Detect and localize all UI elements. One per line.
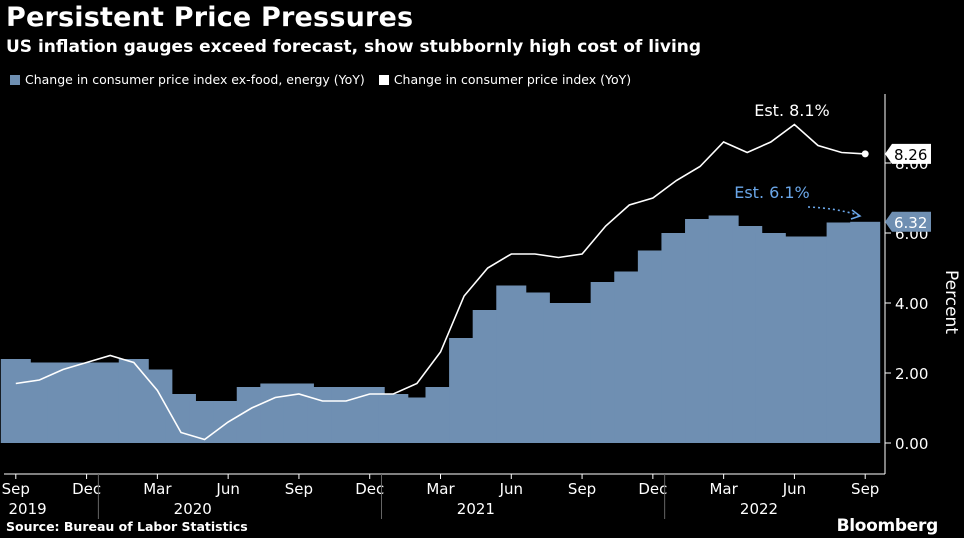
x-tick-label: Dec: [355, 480, 384, 498]
legend-swatch-core: [10, 74, 20, 85]
cpi-line: [15, 123, 866, 441]
y-tick-label: 0.00: [895, 435, 928, 453]
x-tick-label: Sep: [568, 480, 596, 498]
x-tick-label: Sep: [2, 480, 30, 498]
legend-item-core: Change in consumer price index ex-food, …: [10, 72, 365, 87]
x-tick-label: Jun: [215, 480, 239, 498]
last-value-tag-headline-label: 8.26: [894, 146, 927, 164]
y-tick-label: 2.00: [895, 365, 928, 383]
legend-swatch-headline: [378, 74, 389, 85]
x-tick-label: Mar: [709, 480, 738, 498]
x-tick-label: Mar: [426, 480, 455, 498]
x-tick-label: Sep: [285, 480, 313, 498]
x-tick-label: Dec: [72, 480, 101, 498]
year-label: 2019: [9, 500, 47, 518]
source-note: Source: Bureau of Labor Statistics: [6, 519, 248, 534]
chart-title: Persistent Price Pressures: [6, 2, 414, 33]
legend: Change in consumer price index ex-food, …: [10, 72, 639, 87]
x-tick-label: Jun: [499, 480, 523, 498]
legend-item-headline: Change in consumer price index (YoY): [378, 72, 632, 87]
last-value-tag-headline-box: [885, 143, 931, 164]
y-tick-label: 4.00: [895, 295, 928, 313]
bar: [850, 221, 881, 443]
legend-label-headline: Change in consumer price index (YoY): [393, 72, 632, 87]
x-tick-label: Jun: [782, 480, 806, 498]
y-axis-label: Percent: [941, 270, 961, 334]
cpi-last-point: [861, 150, 869, 158]
last-value-tag-core-label: 6.32: [894, 214, 927, 232]
estimate-arrow: [807, 206, 859, 216]
x-tick-label: Sep: [851, 480, 879, 498]
year-label: 2022: [740, 500, 778, 518]
chart-subtitle: US inflation gauges exceed forecast, sho…: [6, 37, 702, 57]
estimate-label-headline: Est. 8.1%: [754, 101, 830, 120]
bloomberg-logo: Bloomberg: [836, 516, 939, 536]
last-value-tag-core-box: [885, 211, 931, 232]
year-label: 2020: [174, 500, 212, 518]
estimate-arrowhead: [850, 209, 862, 220]
x-tick-label: Mar: [143, 480, 172, 498]
estimate-label-core: Est. 6.1%: [734, 183, 810, 202]
year-label: 2021: [457, 500, 495, 518]
legend-label-core: Change in consumer price index ex-food, …: [25, 72, 365, 87]
x-tick-label: Dec: [638, 480, 667, 498]
